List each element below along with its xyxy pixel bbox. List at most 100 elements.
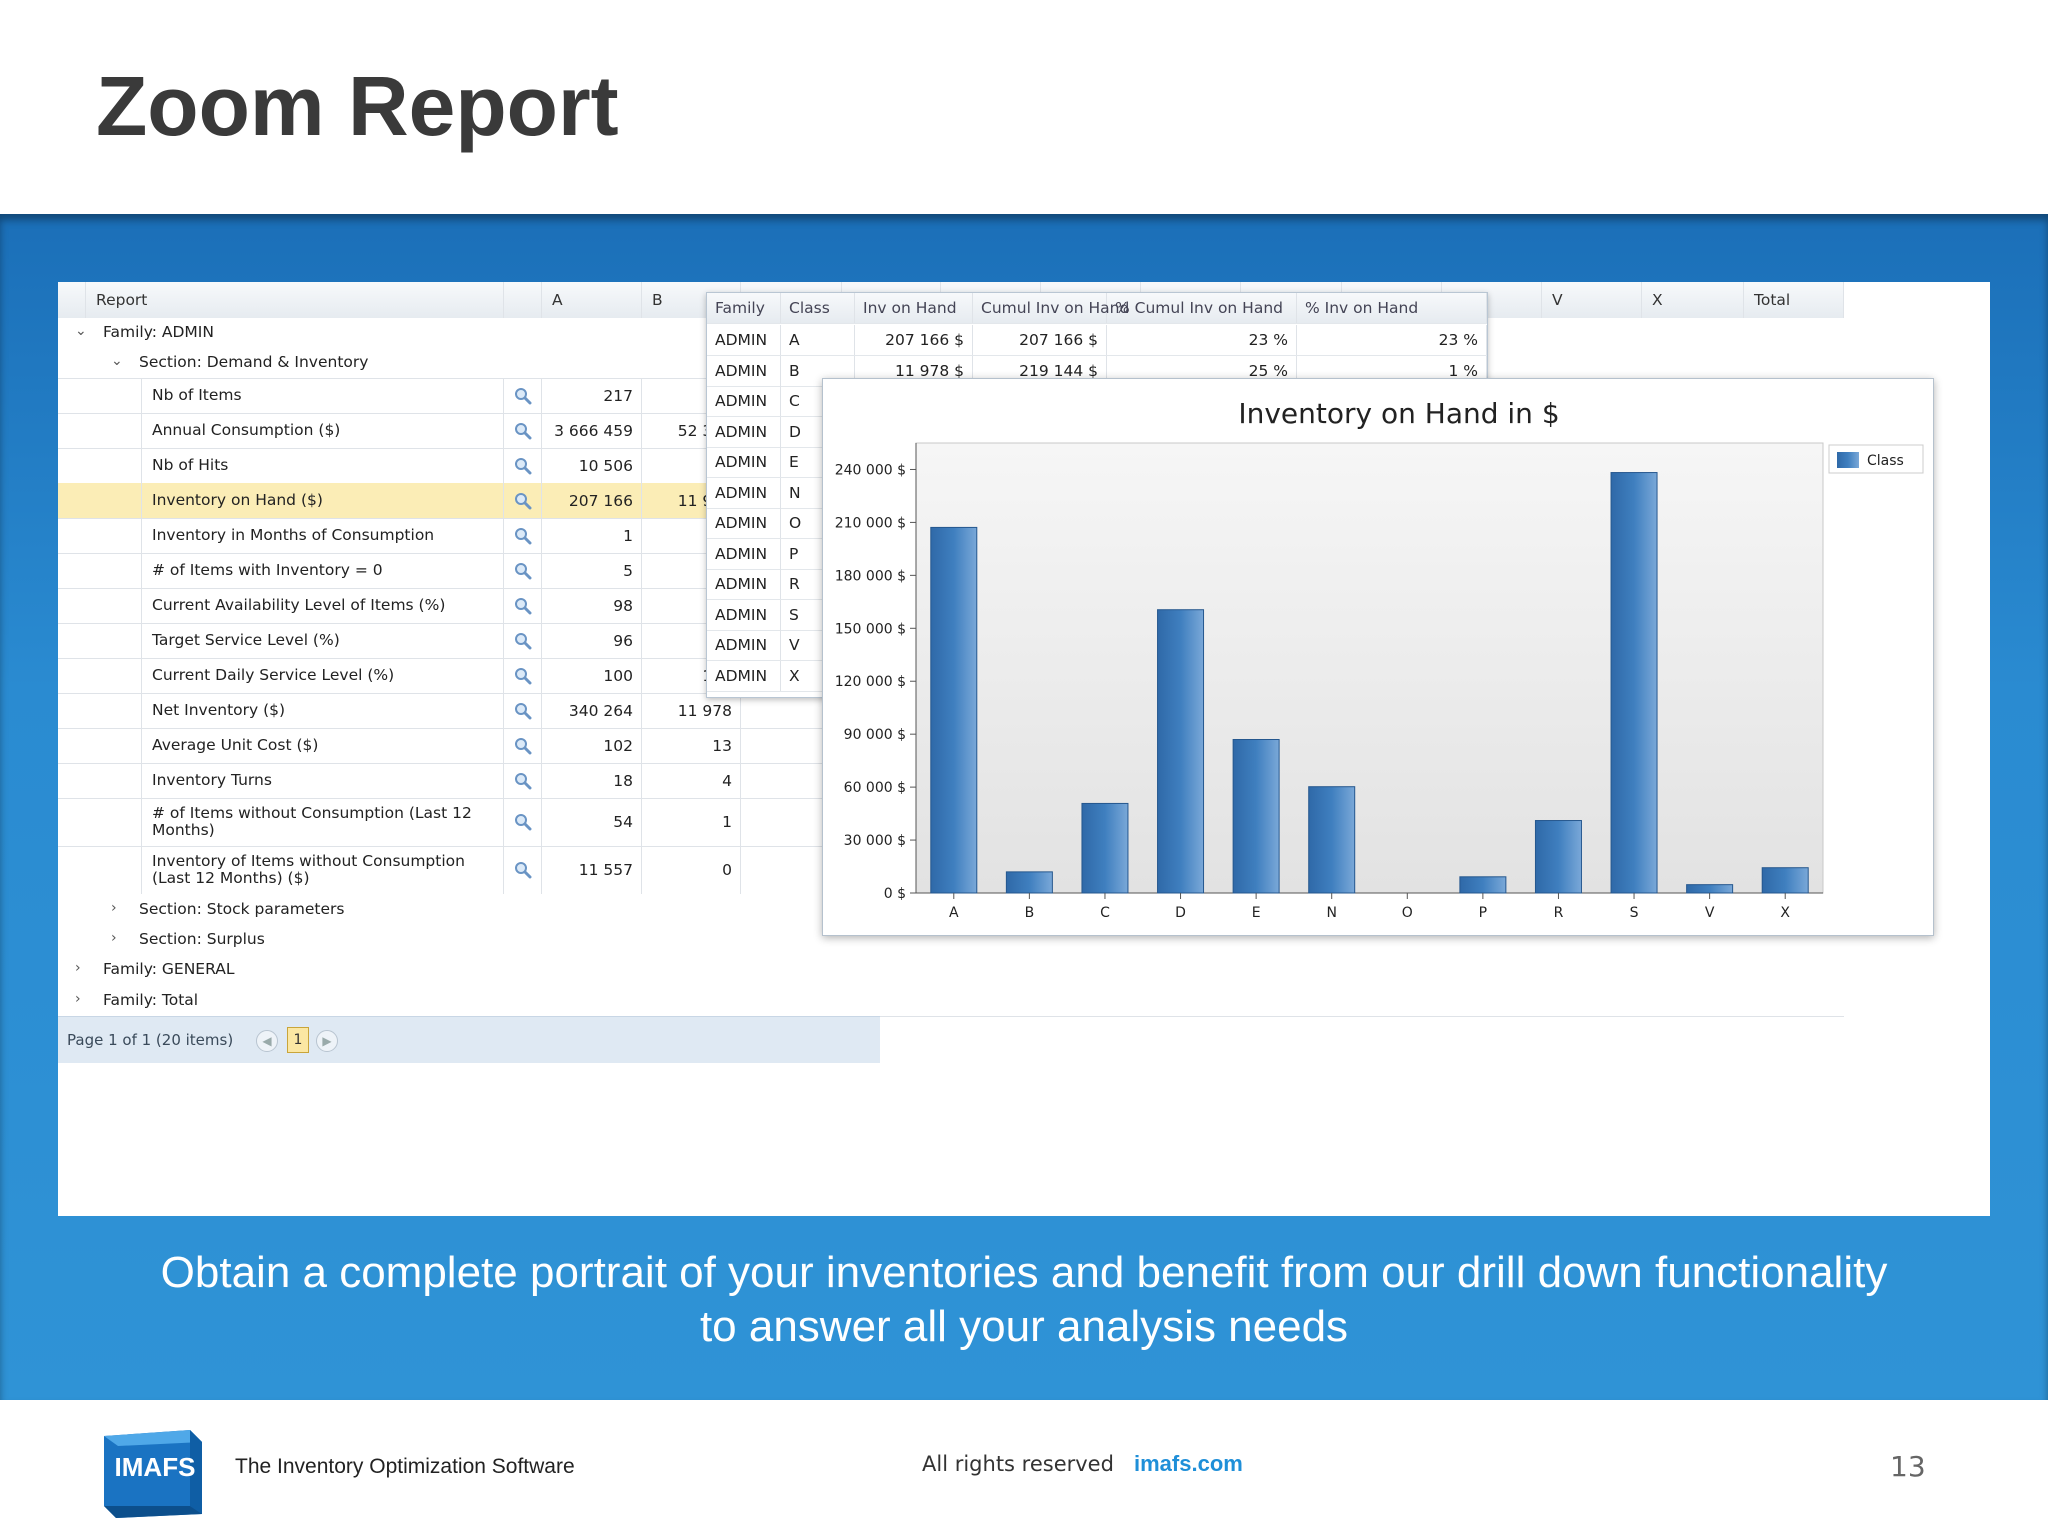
chevron-down-icon[interactable]: ⌄ [111, 353, 123, 369]
x-tick-label: X [1780, 905, 1790, 921]
magnifier-icon[interactable] [504, 518, 542, 553]
x-tick-label: V [1705, 905, 1715, 921]
chevron-right-icon[interactable]: › [111, 930, 117, 946]
row-indent [86, 846, 142, 894]
bar-r[interactable] [1534, 820, 1582, 894]
bar-x[interactable] [1761, 867, 1809, 894]
header-spacer [504, 282, 542, 318]
row-label: Nb of Hits [142, 448, 504, 483]
magnifier-icon[interactable] [504, 658, 542, 693]
drilldown-cell: ADMIN [707, 508, 781, 538]
row-indent [58, 413, 86, 448]
column-header-x[interactable]: X [1642, 282, 1744, 318]
bar-p[interactable] [1459, 876, 1507, 894]
row-indent [86, 518, 142, 553]
row-indent [58, 846, 86, 894]
cell-value: 207 166 [542, 483, 642, 518]
column-header-a[interactable]: A [542, 282, 642, 318]
drilldown-row[interactable]: ADMIN B 11 978 $219 144 $25 % 1 % [707, 355, 1487, 387]
drilldown-cell: ADMIN [707, 447, 781, 477]
drilldown-cell: 25 % [1107, 355, 1297, 386]
chart-title: Inventory on Hand in $ [1238, 397, 1559, 430]
row-indent [58, 553, 86, 588]
group-label: Section: Surplus [139, 930, 265, 948]
page-number: 13 [1890, 1450, 1926, 1483]
drilldown-column-header[interactable]: % Cumul Inv on Hand [1107, 293, 1297, 323]
magnifier-icon[interactable] [504, 413, 542, 448]
cell-value: 102 [542, 728, 642, 763]
legend-label: Class [1867, 453, 1904, 469]
row-indent [58, 728, 86, 763]
magnifier-icon[interactable] [504, 846, 542, 894]
row-indent [86, 588, 142, 623]
footer-brand: IMAFS [114, 1452, 196, 1482]
drilldown-cell: ADMIN [707, 477, 781, 508]
drilldown-column-header[interactable]: % Inv on Hand [1297, 293, 1487, 323]
drilldown-column-header[interactable]: Class [781, 293, 855, 323]
magnifier-icon[interactable] [504, 693, 542, 728]
row-label: # of Items without Consumption (Last 12 … [142, 798, 504, 846]
row-indent [86, 623, 142, 658]
prev-page-icon[interactable]: ◀ [256, 1030, 278, 1052]
drilldown-row[interactable]: ADMIN A 207 166 $207 166 $23 % 23 % [707, 325, 1487, 356]
header-spacer [58, 282, 86, 318]
magnifier-icon[interactable] [504, 623, 542, 658]
cell-value: 217 [542, 378, 642, 413]
legend-swatch [1837, 452, 1859, 468]
bar-c[interactable] [1081, 802, 1129, 894]
cell-value: 5 [542, 553, 642, 588]
magnifier-icon[interactable] [504, 588, 542, 623]
group-row[interactable]: › Family: Total [58, 985, 1844, 1017]
row-indent [58, 483, 86, 518]
chevron-right-icon[interactable]: › [75, 990, 81, 1007]
row-indent [86, 798, 142, 846]
drilldown-column-header[interactable]: Family [707, 293, 781, 323]
row-indent [58, 658, 86, 693]
column-header-report[interactable]: Report [86, 282, 504, 318]
drilldown-column-header[interactable]: Inv on Hand [855, 293, 973, 323]
magnifier-icon[interactable] [504, 483, 542, 518]
bar-v[interactable] [1686, 884, 1734, 894]
drilldown-cell: ADMIN [707, 538, 781, 569]
current-page-button[interactable]: 1 [287, 1027, 309, 1053]
magnifier-icon[interactable] [504, 553, 542, 588]
cell-value: 98 [542, 588, 642, 623]
y-tick-label: 180 000 $ [835, 568, 906, 584]
group-row[interactable]: › Family: GENERAL [58, 955, 1844, 986]
column-header-total[interactable]: Total [1744, 282, 1844, 318]
column-header-v[interactable]: V [1542, 282, 1642, 318]
bar-n[interactable] [1308, 786, 1356, 894]
row-label: Inventory Turns [142, 763, 504, 798]
chevron-down-icon[interactable]: ⌄ [75, 323, 87, 339]
footer-site-link[interactable]: imafs.com [1134, 1451, 1243, 1476]
tagline-line1: Obtain a complete portrait of your inven… [160, 1248, 1888, 1297]
next-page-icon[interactable]: ▶ [316, 1030, 338, 1052]
magnifier-icon[interactable] [504, 728, 542, 763]
bar-b[interactable] [1005, 871, 1053, 894]
tagline-line2: to answer all your analysis needs [699, 1302, 1349, 1351]
x-tick-label: O [1402, 905, 1413, 921]
drilldown-column-header[interactable]: Cumul Inv on Hand [973, 293, 1129, 323]
cell-value: 18 [542, 763, 642, 798]
x-tick-label: E [1252, 905, 1261, 921]
cell-value: 340 264 [542, 693, 642, 728]
x-tick-label: D [1175, 905, 1186, 921]
chart-window: Inventory on Hand in $ 0 $ 30 000 $ 60 000 … [822, 378, 1934, 936]
plot-area [915, 442, 1824, 894]
magnifier-icon[interactable] [504, 798, 542, 846]
magnifier-icon[interactable] [504, 448, 542, 483]
row-indent [86, 658, 142, 693]
row-indent [86, 378, 142, 413]
bar-s[interactable] [1610, 472, 1658, 894]
bar-a[interactable] [930, 526, 978, 894]
cell-value: 96 [542, 623, 642, 658]
bar-e[interactable] [1232, 739, 1280, 894]
bar-d[interactable] [1157, 609, 1205, 894]
chevron-right-icon[interactable]: › [111, 899, 117, 916]
cell-value: 3 666 459 [542, 413, 642, 448]
magnifier-icon[interactable] [504, 378, 542, 413]
drilldown-cell: 23 % [1107, 325, 1297, 355]
group-label: Section: Demand & Inventory [139, 353, 369, 371]
chevron-right-icon[interactable]: › [75, 960, 81, 976]
magnifier-icon[interactable] [504, 763, 542, 798]
